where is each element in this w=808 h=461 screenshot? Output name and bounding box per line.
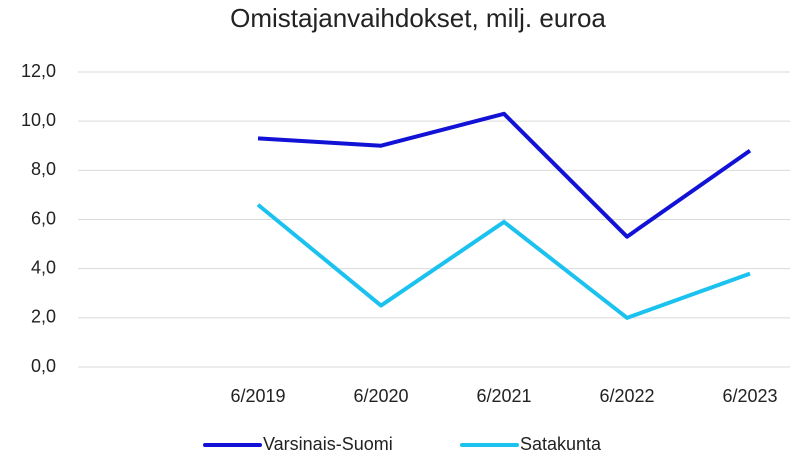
legend-label: Varsinais-Suomi bbox=[263, 434, 393, 454]
series-line bbox=[256, 203, 751, 320]
y-tick-label: 12,0 bbox=[21, 61, 56, 81]
legend-label: Satakunta bbox=[520, 434, 602, 454]
x-tick-label: 6/2022 bbox=[599, 386, 654, 406]
y-tick-label: 6,0 bbox=[31, 208, 56, 228]
series-line bbox=[257, 111, 752, 239]
x-tick-label: 6/2020 bbox=[353, 386, 408, 406]
y-tick-label: 8,0 bbox=[31, 159, 56, 179]
y-tick-label: 2,0 bbox=[31, 307, 56, 327]
y-tick-label: 4,0 bbox=[31, 257, 56, 277]
x-tick-label: 6/2021 bbox=[476, 386, 531, 406]
x-tick-label: 6/2023 bbox=[722, 386, 777, 406]
y-tick-label: 0,0 bbox=[31, 356, 56, 376]
x-tick-label: 6/2019 bbox=[230, 386, 285, 406]
chart-title: Omistajanvaihdokset, milj. euroa bbox=[230, 3, 606, 33]
y-tick-label: 10,0 bbox=[21, 110, 56, 130]
